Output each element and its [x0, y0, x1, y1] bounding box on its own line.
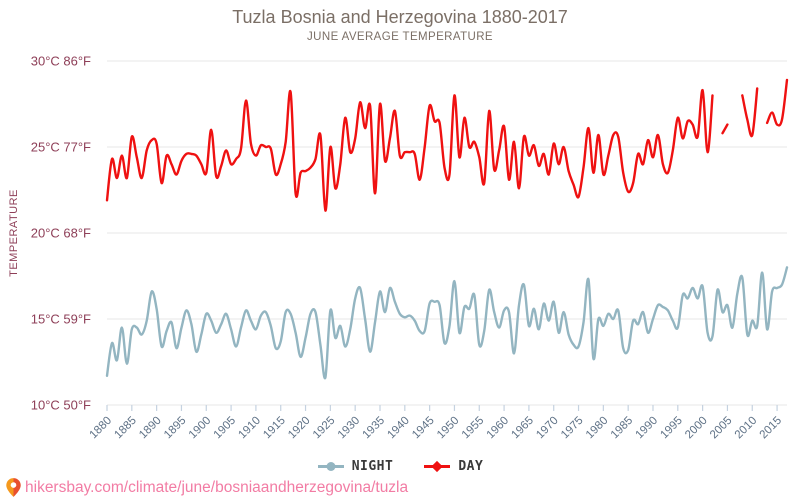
x-tick-label: 1915 — [261, 415, 288, 442]
temperature-chart: 30°C 86°F 25°C 77°F 20°C 68°F 15°C 59°F 10°C… — [8, 54, 789, 442]
x-tick-label: 1945 — [410, 415, 437, 442]
x-tick-label: 1955 — [460, 415, 487, 442]
night-series-marker-icon — [317, 462, 344, 471]
y-tick-label: 15°C 59°F — [31, 312, 91, 327]
x-tick-label: 2010 — [733, 415, 760, 442]
day-series-line — [741, 87, 759, 138]
legend-night-label: NIGHT — [351, 459, 394, 474]
x-tick-label: 1920 — [286, 415, 313, 442]
footer: hikersbay.com/climate/june/bosniaandherz… — [6, 478, 408, 497]
x-tick-label: 1950 — [435, 415, 462, 442]
page-subtitle: JUNE AVERAGE TEMPERATURE — [307, 31, 493, 43]
x-tick-label: 1985 — [609, 415, 636, 442]
x-tick-label: 1980 — [584, 415, 611, 442]
location-pin-icon — [6, 478, 21, 497]
x-tick-label: 1890 — [137, 415, 164, 442]
legend-day-label: DAY — [458, 459, 484, 474]
x-tick-label: 1990 — [634, 415, 661, 442]
y-axis-title: TEMPERATURE — [8, 189, 20, 277]
y-tick-label: 25°C 77°F — [31, 140, 91, 155]
x-tick-label: 2005 — [708, 415, 735, 442]
x-tick-label: 1880 — [88, 415, 115, 442]
x-tick-label: 1925 — [311, 415, 338, 442]
x-tick-label: 1995 — [658, 415, 685, 442]
x-tick-label: 1965 — [509, 415, 536, 442]
x-tick-label: 1975 — [559, 415, 586, 442]
x-tick-label: 1885 — [112, 415, 139, 442]
x-tick-label: 1930 — [336, 415, 363, 442]
y-tick-label: 30°C 86°F — [31, 54, 91, 69]
x-tick-label: 1895 — [162, 415, 189, 442]
x-tick-label: 1910 — [236, 415, 263, 442]
x-tick-label: 1970 — [534, 415, 561, 442]
page-title: Tuzla Bosnia and Herzegovina 1880-2017 — [232, 7, 568, 27]
y-tick-label: 20°C 68°F — [31, 226, 91, 241]
x-tick-label: 1940 — [385, 415, 412, 442]
legend-item-day[interactable]: DAY — [423, 459, 483, 474]
legend-item-night[interactable]: NIGHT — [317, 459, 394, 474]
x-tick-label: 2000 — [683, 415, 710, 442]
day-series-marker-icon — [424, 460, 451, 473]
day-series-line — [765, 78, 789, 127]
x-tick-label: 1900 — [187, 415, 214, 442]
day-series-line — [105, 88, 714, 212]
x-tick-label: 1905 — [212, 415, 239, 442]
x-tick-label: 2015 — [758, 415, 785, 442]
footer-link[interactable]: hikersbay.com/climate/june/bosniaandherz… — [25, 478, 409, 496]
day-series-line — [721, 123, 729, 135]
x-tick-label: 1935 — [361, 415, 388, 442]
night-series-line — [105, 266, 789, 380]
chart-legend: NIGHT DAY — [0, 459, 800, 474]
y-tick-label: 10°C 50°F — [31, 398, 91, 413]
x-tick-label: 1960 — [485, 415, 512, 442]
